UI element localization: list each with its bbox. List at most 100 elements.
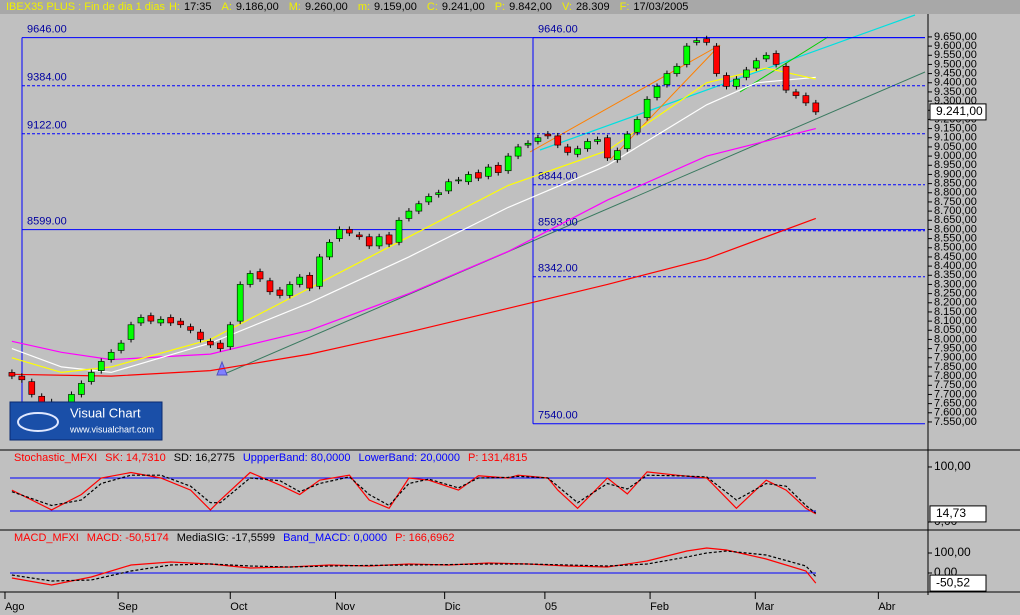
- y-tick-label: 7.900,00: [934, 352, 977, 364]
- hdr-label: C:: [426, 1, 438, 13]
- value-box: [929, 103, 987, 121]
- fib-level-label: 9384.00: [27, 72, 67, 84]
- candle: [653, 86, 661, 98]
- candle: [226, 324, 234, 348]
- logo-icon: [17, 412, 59, 432]
- y-tick-label: 9.400,00: [934, 77, 977, 89]
- trendline: [221, 71, 926, 376]
- candle: [633, 119, 641, 133]
- y-tick-label: 8.450,00: [934, 251, 977, 263]
- indicator-line: [11, 550, 817, 582]
- candle: [435, 192, 442, 195]
- hdr-value: 9.241,00: [441, 1, 485, 13]
- fib-level-label: 8844.00: [538, 171, 578, 183]
- hdr-label: F:: [619, 1, 630, 13]
- hdr-value: 9.159,00: [374, 1, 417, 13]
- y-tick-label: 9.450,00: [934, 67, 977, 79]
- candle: [88, 372, 95, 382]
- fib-level-label: 7540.00: [538, 410, 578, 422]
- candle: [713, 45, 720, 74]
- candle: [802, 95, 810, 104]
- value-box-label: -50,52: [936, 575, 970, 589]
- candle: [167, 317, 175, 324]
- candle: [554, 135, 562, 146]
- indicator-header: MACD_MFXI: [14, 532, 79, 544]
- candle: [346, 229, 353, 234]
- candle: [236, 284, 244, 322]
- candle: [743, 69, 750, 78]
- x-tick-label: Abr: [878, 601, 895, 613]
- y-tick-label: 8.350,00: [934, 269, 977, 281]
- x-tick-label: Oct: [230, 601, 247, 613]
- y-tick-label: 8.650,00: [934, 214, 977, 226]
- candle: [415, 203, 423, 212]
- candle: [534, 137, 542, 142]
- indicator-line: [11, 76, 816, 374]
- hdr-title: IBEX35 PLUS : Fin de dia 1 dias: [6, 1, 165, 13]
- indicator-header: SD: 16,2775: [174, 452, 235, 464]
- candle: [405, 210, 413, 219]
- candle: [127, 324, 135, 340]
- candle: [385, 234, 393, 245]
- candle: [97, 361, 105, 371]
- y-tick-label: 8.150,00: [934, 306, 977, 318]
- y-tick-label: 9.000,00: [934, 150, 977, 162]
- y-tick-label: 8.400,00: [934, 260, 977, 272]
- y-tick-label: 100,00: [934, 459, 971, 473]
- y-tick-label: 8.250,00: [934, 288, 977, 300]
- candle: [266, 280, 274, 293]
- y-tick-label: 8.950,00: [934, 159, 977, 171]
- indicator-header: MediaSIG: -17,5599: [177, 532, 275, 544]
- candle: [147, 315, 155, 322]
- y-tick-label: 7.750,00: [934, 379, 977, 391]
- value-box-label: 14,73: [936, 506, 966, 520]
- indicator-header: P: 131,4815: [468, 452, 527, 464]
- y-tick-label: 7.700,00: [934, 388, 977, 400]
- candle: [733, 78, 740, 87]
- x-tick-label: Sep: [118, 601, 138, 613]
- candle: [623, 133, 631, 150]
- x-tick-label: Ago: [5, 601, 25, 613]
- candle: [475, 172, 482, 179]
- candle: [445, 181, 452, 192]
- hdr-value: 28.309: [575, 1, 610, 13]
- y-tick-label: 8.050,00: [934, 324, 977, 336]
- candle: [375, 236, 383, 247]
- candle: [137, 317, 145, 324]
- candle: [494, 164, 502, 173]
- x-tick-label: 05: [545, 601, 557, 613]
- hdr-label: P:: [494, 1, 506, 13]
- candle: [594, 139, 601, 142]
- indicator-header: Band_MACD: 0,0000: [283, 532, 387, 544]
- y-tick-label: 8.100,00: [934, 315, 977, 327]
- fib-level-label: 8593.00: [538, 217, 578, 229]
- hdr-label: V:: [561, 1, 572, 13]
- candle: [177, 320, 184, 326]
- title-bar: IBEX35 PLUS : Fin de dia 1 dias H: 17:35 A:…: [0, 0, 1020, 14]
- candle: [8, 372, 16, 377]
- candle: [564, 146, 572, 153]
- candle: [524, 142, 532, 146]
- indicator-header: P: 166,6962: [395, 532, 454, 544]
- value-box: [929, 505, 987, 523]
- candle: [723, 75, 730, 87]
- hdr-value: 9.260,00: [304, 1, 348, 13]
- candle: [355, 234, 363, 238]
- candle: [683, 45, 691, 65]
- indicator-header: LowerBand: 20,0000: [359, 452, 461, 464]
- y-tick-label: 8.000,00: [934, 333, 977, 345]
- y-tick-label: 7.650,00: [934, 398, 977, 410]
- candle: [18, 375, 26, 381]
- candle: [365, 236, 373, 247]
- y-tick-label: 7.550,00: [934, 416, 977, 428]
- y-tick-label: 8.900,00: [934, 168, 977, 180]
- candle: [673, 65, 681, 74]
- hdr-value: 9.186,00: [235, 1, 279, 13]
- plot-background: [0, 14, 928, 595]
- y-tick-label: 7.850,00: [934, 361, 977, 373]
- y-tick-label: 7.600,00: [934, 407, 977, 419]
- candle: [187, 326, 194, 331]
- candle: [574, 148, 581, 155]
- indicator-line: [11, 474, 817, 514]
